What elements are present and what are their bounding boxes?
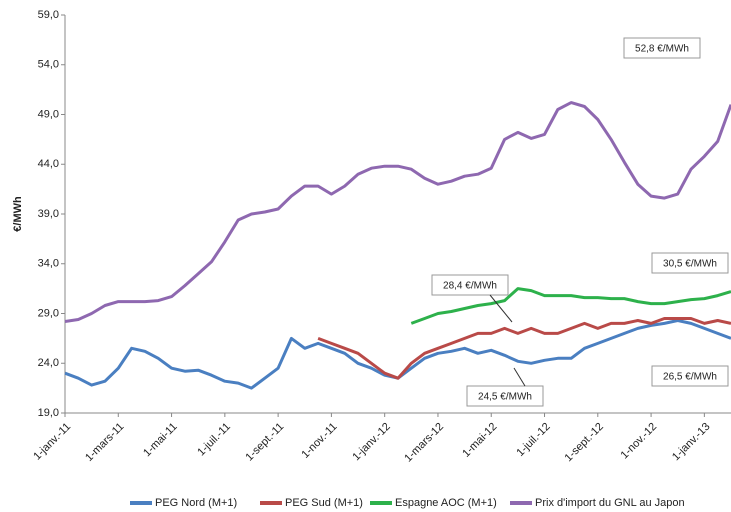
y-tick-label: 44,0 bbox=[38, 158, 59, 170]
annotation-arrow bbox=[489, 294, 513, 323]
y-tick-label: 49,0 bbox=[38, 108, 59, 120]
y-tick-label: 34,0 bbox=[38, 258, 59, 270]
annotation-text: 24,5 €/MWh bbox=[478, 392, 532, 403]
x-tick-label: 1-mai-11 bbox=[141, 421, 180, 460]
x-tick-label: 1-juil.-11 bbox=[195, 421, 233, 459]
legend-label: PEG Nord (M+1) bbox=[155, 497, 237, 509]
x-tick-label: 1-janv.-12 bbox=[350, 421, 393, 464]
y-tick-label: 39,0 bbox=[38, 208, 59, 220]
legend-label: Prix d'import du GNL au Japon bbox=[535, 497, 685, 509]
annotation: 52,8 €/MWh bbox=[623, 37, 701, 59]
legend-label: PEG Sud (M+1) bbox=[285, 497, 363, 509]
legend-label: Espagne AOC (M+1) bbox=[395, 497, 497, 509]
annotation-text: 26,5 €/MWh bbox=[663, 372, 717, 383]
annotation: 26,5 €/MWh bbox=[651, 365, 729, 387]
annotation-box bbox=[651, 252, 729, 274]
series-line bbox=[410, 287, 731, 325]
y-tick-label: 29,0 bbox=[38, 307, 59, 319]
y-tick-label: 24,0 bbox=[38, 357, 59, 369]
annotation-arrow bbox=[513, 367, 526, 387]
x-tick-label: 1-mars-12 bbox=[402, 421, 446, 465]
annotation: 24,5 €/MWh bbox=[466, 367, 544, 407]
series-line bbox=[64, 101, 731, 323]
x-tick-label: 1-sept.-12 bbox=[562, 421, 606, 465]
annotation: 30,5 €/MWh bbox=[651, 252, 729, 274]
annotation-box bbox=[466, 385, 544, 407]
x-tick-label: 1-juil.-12 bbox=[514, 421, 552, 459]
annotation: 28,4 €/MWh bbox=[431, 274, 513, 323]
y-tick-label: 59,0 bbox=[38, 9, 59, 21]
annotation-text: 52,8 €/MWh bbox=[635, 44, 689, 55]
annotation-text: 30,5 €/MWh bbox=[663, 259, 717, 270]
x-tick-label: 1-nov.-11 bbox=[299, 421, 339, 461]
annotation-box bbox=[623, 37, 701, 59]
x-tick-label: 1-nov.-12 bbox=[618, 421, 659, 462]
y-tick-label: 54,0 bbox=[38, 59, 59, 71]
x-tick-label: 1-sept.-11 bbox=[243, 421, 286, 464]
x-tick-label: 1-janv.-13 bbox=[670, 421, 713, 464]
annotation-box bbox=[431, 274, 509, 296]
x-tick-label: 1-janv.-11 bbox=[31, 421, 73, 463]
y-axis-label: €/MWh bbox=[12, 196, 24, 232]
annotation-text: 28,4 €/MWh bbox=[443, 281, 497, 292]
series-line bbox=[317, 317, 731, 380]
y-tick-label: 19,0 bbox=[38, 407, 59, 419]
annotation-box bbox=[651, 365, 729, 387]
x-tick-label: 1-mars-11 bbox=[83, 421, 126, 464]
x-tick-label: 1-mai-12 bbox=[460, 421, 499, 460]
